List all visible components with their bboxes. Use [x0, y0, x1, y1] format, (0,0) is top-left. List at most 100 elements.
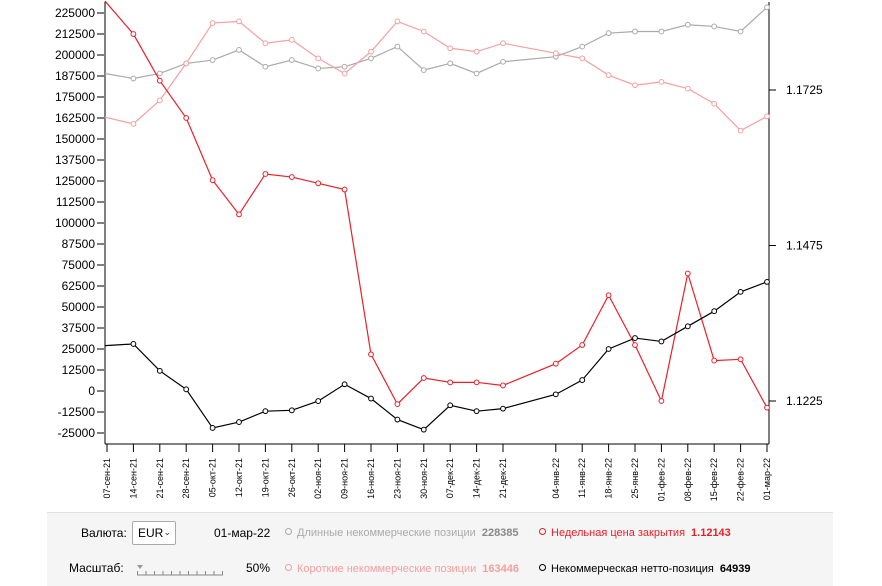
legend-close[interactable]: Недельная цена закрытия 1.12143	[539, 527, 731, 539]
data-point[interactable]	[684, 85, 691, 92]
data-point[interactable]	[447, 402, 454, 409]
data-point[interactable]	[209, 425, 216, 431]
data-point[interactable]	[632, 335, 638, 341]
data-point[interactable]	[368, 395, 374, 402]
data-point[interactable]	[605, 346, 612, 352]
data-point[interactable]	[500, 382, 506, 389]
data-point[interactable]	[605, 292, 612, 299]
data-point[interactable]	[368, 48, 374, 55]
data-point[interactable]	[368, 55, 374, 62]
data-point[interactable]	[579, 43, 586, 50]
data-point[interactable]	[236, 18, 242, 25]
data-point[interactable]	[552, 360, 559, 367]
data-point[interactable]	[552, 391, 559, 398]
data-point[interactable]	[262, 63, 269, 70]
data-point[interactable]	[341, 63, 348, 70]
data-point[interactable]	[579, 342, 586, 348]
data-point[interactable]	[684, 270, 691, 277]
data-point[interactable]	[658, 398, 665, 404]
legend-short[interactable]: Короткие некоммерческие позиции 163446	[285, 563, 519, 575]
data-point[interactable]	[262, 408, 269, 415]
data-point[interactable]	[341, 186, 348, 193]
data-point[interactable]	[711, 100, 718, 107]
data-point[interactable]	[341, 70, 348, 77]
data-point[interactable]	[262, 171, 269, 177]
data-point[interactable]	[500, 40, 506, 47]
data-point[interactable]	[130, 341, 137, 347]
data-point[interactable]	[737, 288, 744, 295]
data-point[interactable]	[711, 357, 718, 364]
data-point[interactable]	[183, 386, 190, 393]
data-point[interactable]	[315, 398, 322, 404]
data-point[interactable]	[130, 120, 137, 127]
data-point[interactable]	[764, 279, 770, 285]
data-point[interactable]	[684, 21, 691, 28]
data-point[interactable]	[737, 28, 744, 35]
data-point[interactable]	[737, 127, 744, 134]
data-point[interactable]	[473, 48, 480, 55]
data-point[interactable]	[552, 50, 559, 57]
data-point[interactable]	[288, 174, 295, 180]
data-point[interactable]	[500, 405, 506, 412]
data-point[interactable]	[420, 426, 427, 433]
data-point[interactable]	[420, 28, 427, 35]
data-point[interactable]	[764, 4, 770, 11]
data-point[interactable]	[183, 115, 190, 121]
data-point[interactable]	[315, 180, 322, 187]
data-point[interactable]	[447, 60, 454, 67]
data-point[interactable]	[130, 31, 137, 37]
data-point[interactable]	[737, 356, 744, 363]
data-point[interactable]	[605, 30, 612, 37]
currency-select[interactable]: EUR ⌄	[132, 521, 176, 545]
data-point[interactable]	[658, 78, 665, 85]
legend-net[interactable]: Некоммерческая нетто-позиция 64939	[539, 563, 750, 575]
data-point[interactable]	[394, 401, 401, 408]
data-point[interactable]	[341, 381, 348, 388]
data-point[interactable]	[130, 75, 137, 82]
data-point[interactable]	[579, 55, 586, 62]
data-point[interactable]	[632, 342, 638, 348]
data-point[interactable]	[658, 28, 665, 35]
data-point[interactable]	[632, 28, 638, 35]
slider-handle-icon[interactable]	[137, 565, 143, 569]
data-point[interactable]	[711, 23, 718, 30]
data-point[interactable]	[288, 36, 295, 43]
data-point[interactable]	[711, 308, 718, 315]
data-point[interactable]	[156, 367, 163, 374]
data-point[interactable]	[394, 18, 401, 25]
data-point[interactable]	[764, 113, 770, 120]
scale-slider[interactable]	[137, 565, 223, 577]
data-point[interactable]	[473, 70, 480, 77]
data-point[interactable]	[605, 72, 612, 79]
legend-long[interactable]: Длинные некоммерческие позиции 228385	[285, 527, 519, 539]
data-point[interactable]	[315, 65, 322, 72]
data-point[interactable]	[209, 177, 216, 184]
data-point[interactable]	[632, 82, 638, 89]
data-point[interactable]	[447, 379, 454, 386]
data-point[interactable]	[236, 47, 242, 53]
data-point[interactable]	[658, 338, 665, 345]
data-point[interactable]	[209, 20, 216, 26]
data-point[interactable]	[262, 40, 269, 47]
data-point[interactable]	[156, 70, 163, 77]
data-point[interactable]	[183, 60, 190, 67]
data-point[interactable]	[447, 45, 454, 52]
data-point[interactable]	[209, 57, 216, 63]
data-point[interactable]	[473, 408, 480, 415]
data-point[interactable]	[420, 375, 427, 381]
data-point[interactable]	[473, 379, 480, 386]
data-point[interactable]	[288, 407, 295, 414]
data-point[interactable]	[764, 404, 770, 411]
data-point[interactable]	[579, 377, 586, 383]
data-point[interactable]	[684, 323, 691, 330]
data-point[interactable]	[236, 211, 242, 218]
data-point[interactable]	[156, 77, 163, 84]
data-point[interactable]	[156, 97, 163, 104]
data-point[interactable]	[500, 58, 506, 65]
data-point[interactable]	[420, 67, 427, 74]
data-point[interactable]	[394, 416, 401, 423]
data-point[interactable]	[288, 57, 295, 63]
data-point[interactable]	[315, 55, 322, 62]
data-point[interactable]	[394, 43, 401, 50]
data-point[interactable]	[236, 419, 242, 425]
